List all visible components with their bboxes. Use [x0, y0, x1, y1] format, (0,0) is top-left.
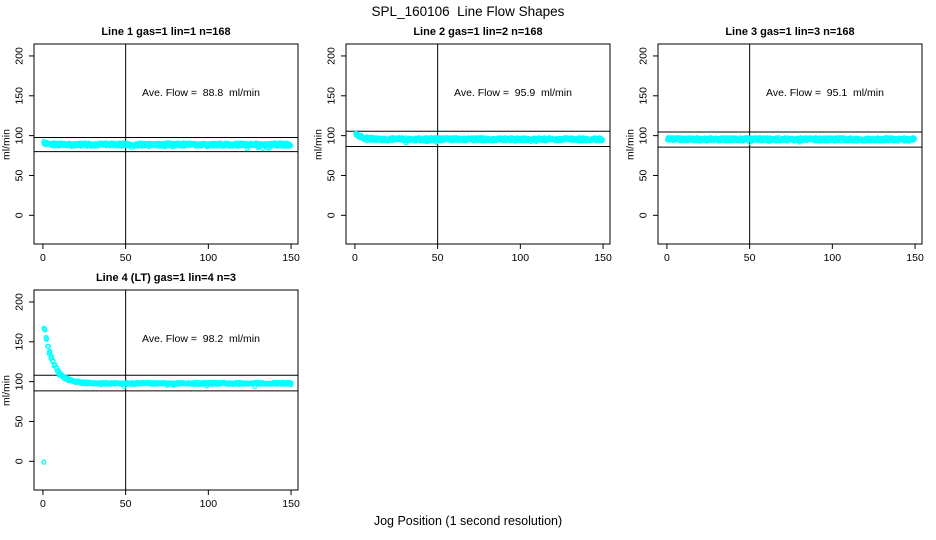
- svg-text:50: 50: [120, 498, 132, 510]
- avg-flow-annotation-line-3: Ave. Flow = 95.1 ml/min: [766, 87, 884, 99]
- plot-area-line-3: 0 50 100 150 200 0 50 100 150: [638, 43, 924, 264]
- svg-text:150: 150: [326, 87, 338, 105]
- svg-text:50: 50: [432, 252, 444, 264]
- svg-text:100: 100: [512, 252, 530, 264]
- svg-text:200: 200: [14, 47, 26, 65]
- svg-text:100: 100: [824, 252, 842, 264]
- svg-text:0: 0: [638, 212, 650, 218]
- svg-text:100: 100: [200, 252, 218, 264]
- x-axis-caption: Jog Position (1 second resolution): [373, 514, 563, 528]
- svg-text:50: 50: [14, 169, 26, 181]
- svg-text:100: 100: [326, 127, 338, 145]
- svg-text:50: 50: [744, 252, 756, 264]
- svg-text:150: 150: [282, 498, 300, 510]
- svg-text:200: 200: [14, 293, 26, 311]
- svg-text:200: 200: [638, 47, 650, 65]
- subplot-title-line-2: Line 2 gas=1 lin=2 n=168: [413, 26, 543, 38]
- svg-text:150: 150: [638, 87, 650, 105]
- svg-text:100: 100: [14, 373, 26, 391]
- svg-text:0: 0: [664, 252, 670, 264]
- subplot-title-line-4: Line 4 (LT) gas=1 lin=4 n=3: [95, 272, 237, 284]
- y-axis-label-line-4: ml/min: [0, 375, 13, 406]
- y-axis-label-line-3: ml/min: [624, 129, 637, 160]
- svg-text:50: 50: [326, 169, 338, 181]
- svg-text:0: 0: [40, 252, 46, 264]
- svg-text:150: 150: [14, 333, 26, 351]
- subplot-line-1: 0 50 100 150 200 0 50 100 150 Line 1 gas=1 lin=1…: [0, 0, 312, 266]
- subplot-title-line-3: Line 3 gas=1 lin=3 n=168: [725, 26, 855, 38]
- avg-flow-annotation-line-1: Ave. Flow = 88.8 ml/min: [142, 87, 260, 99]
- svg-text:150: 150: [14, 87, 26, 105]
- svg-text:0: 0: [40, 498, 46, 510]
- svg-text:100: 100: [200, 498, 218, 510]
- svg-text:100: 100: [638, 127, 650, 145]
- svg-text:50: 50: [14, 415, 26, 427]
- svg-text:50: 50: [120, 252, 132, 264]
- svg-text:100: 100: [14, 127, 26, 145]
- y-axis-label-line-2: ml/min: [312, 129, 325, 160]
- subplot-line-4: 0 50 100 150 200 0 50 100 150 Line 4 (LT) gas=1 …: [0, 246, 312, 512]
- svg-text:0: 0: [352, 252, 358, 264]
- plot-area-line-2: 0 50 100 150 200 0 50 100 150: [326, 43, 612, 264]
- svg-text:150: 150: [282, 252, 300, 264]
- subplot-line-2: 0 50 100 150 200 0 50 100 150 Line 2 gas=1 lin=2…: [312, 0, 624, 266]
- y-axis-label-line-1: ml/min: [0, 129, 13, 160]
- svg-text:50: 50: [638, 169, 650, 181]
- figure-title: SPL_160106 Line Flow Shapes: [371, 4, 565, 19]
- subplot-title-line-1: Line 1 gas=1 lin=1 n=168: [101, 26, 231, 38]
- plot-area-line-4: 0 50 100 150 200 0 50 100 150: [14, 289, 300, 510]
- subplot-line-3: 0 50 100 150 200 0 50 100 150 Line 3 gas=1 lin=3…: [624, 0, 936, 266]
- plot-area-line-1: 0 50 100 150 200 0 50 100 150: [14, 43, 300, 264]
- svg-text:0: 0: [326, 212, 338, 218]
- svg-text:150: 150: [906, 252, 924, 264]
- svg-text:150: 150: [594, 252, 612, 264]
- svg-text:0: 0: [14, 212, 26, 218]
- avg-flow-annotation-line-2: Ave. Flow = 95.9 ml/min: [454, 87, 572, 99]
- svg-text:0: 0: [14, 458, 26, 464]
- avg-flow-annotation-line-4: Ave. Flow = 98.2 ml/min: [142, 333, 260, 345]
- svg-text:200: 200: [326, 47, 338, 65]
